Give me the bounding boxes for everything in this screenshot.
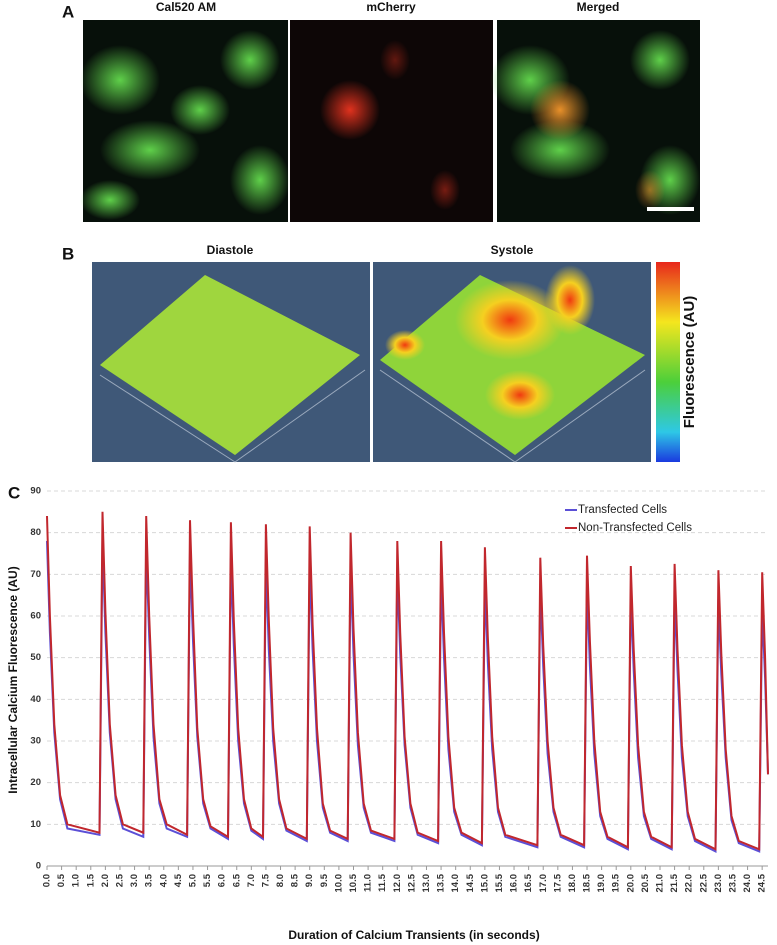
y-tick-label: 90: [30, 486, 41, 497]
micrograph: [490, 20, 700, 222]
x-tick-label: 8.0: [275, 874, 286, 887]
y-tick-label: 70: [30, 569, 41, 580]
x-tick-label: 15.0: [479, 874, 490, 893]
panel-label: A: [62, 2, 74, 21]
x-tick-label: 10.0: [333, 874, 344, 893]
panel-title: Merged: [577, 0, 620, 14]
y-tick-label: 20: [30, 777, 41, 788]
x-tick-label: 6.0: [217, 874, 228, 887]
x-tick-label: 19.5: [611, 873, 622, 892]
x-tick-label: 23.5: [727, 873, 738, 892]
x-tick-label: 4.0: [158, 874, 169, 887]
x-tick-label: 2.5: [114, 873, 125, 887]
y-tick-label: 40: [30, 694, 41, 705]
x-tick-label: 24.5: [757, 873, 768, 892]
panel-title: Systole: [491, 243, 534, 257]
x-tick-label: 16.0: [509, 874, 520, 893]
x-tick-label: 17.0: [538, 874, 549, 893]
y-tick-label: 50: [30, 652, 41, 663]
x-tick-label: 24.0: [742, 874, 753, 893]
y-tick-label: 30: [30, 736, 41, 747]
x-tick-label: 16.5: [523, 873, 534, 892]
panel-title: mCherry: [366, 0, 416, 14]
surface-plot: [373, 262, 651, 463]
x-tick-label: 17.5: [552, 873, 563, 892]
x-tick-label: 15.5: [494, 873, 505, 892]
x-tick-label: 13.0: [421, 874, 432, 893]
colorbar: [656, 262, 680, 462]
x-tick-label: 23.0: [713, 874, 724, 893]
panel-title: Diastole: [207, 243, 254, 257]
x-tick-label: 19.0: [596, 874, 607, 893]
x-tick-label: 9.0: [304, 874, 315, 887]
x-tick-label: 22.5: [698, 873, 709, 892]
x-tick-label: 7.0: [246, 874, 257, 887]
x-tick-label: 5.0: [187, 874, 198, 887]
x-tick-label: 9.5: [319, 873, 330, 887]
panel-label: C: [8, 483, 20, 502]
x-tick-label: 14.5: [465, 873, 476, 892]
x-tick-label: 11.0: [363, 874, 374, 892]
x-axis-title: Duration of Calcium Transients (in secon…: [288, 928, 539, 942]
panel-label: B: [62, 244, 74, 263]
x-tick-label: 8.5: [290, 873, 301, 887]
x-tick-label: 1.0: [71, 874, 82, 887]
x-tick-label: 18.5: [582, 873, 593, 892]
x-tick-label: 12.0: [392, 874, 403, 893]
x-tick-label: 3.5: [144, 873, 155, 887]
x-tick-label: 1.5: [85, 873, 96, 887]
x-tick-label: 18.0: [567, 874, 578, 893]
x-tick-label: 14.0: [450, 874, 461, 893]
surface-plot: [92, 262, 370, 463]
series-line: [46, 540, 769, 854]
x-tick-label: 12.5: [406, 873, 417, 892]
legend-label: Transfected Cells: [578, 504, 667, 516]
x-tick-label: 4.5: [173, 873, 184, 887]
y-tick-label: 80: [30, 527, 41, 538]
panel-title: Cal520 AM: [156, 0, 216, 14]
x-tick-label: 0.0: [42, 874, 53, 887]
colorbar-label: Fluorescence (AU): [681, 296, 698, 429]
x-tick-label: 6.5: [231, 873, 242, 887]
x-tick-label: 2.0: [100, 874, 111, 887]
x-tick-label: 20.0: [625, 874, 636, 893]
micrograph: [80, 20, 290, 222]
legend-label: Non-Transfected Cells: [578, 522, 692, 534]
x-tick-label: 21.5: [669, 873, 680, 892]
x-tick-label: 10.5: [348, 873, 359, 892]
x-tick-label: 11.5: [377, 873, 388, 892]
x-tick-label: 21.0: [655, 874, 666, 893]
x-tick-label: 0.5: [56, 873, 67, 887]
y-tick-label: 60: [30, 611, 41, 622]
series-line: [46, 511, 769, 851]
micrograph: [290, 20, 493, 222]
x-tick-label: 7.5: [260, 873, 271, 887]
x-tick-label: 20.5: [640, 873, 651, 892]
x-tick-label: 13.5: [436, 873, 447, 892]
x-tick-label: 5.5: [202, 873, 213, 887]
y-tick-label: 10: [30, 819, 41, 830]
x-tick-label: 3.0: [129, 874, 140, 887]
y-tick-label: 0: [36, 861, 41, 872]
x-tick-label: 22.0: [684, 874, 695, 893]
y-axis-title: Intracellular Calcium Fluorescence (AU): [6, 566, 20, 793]
